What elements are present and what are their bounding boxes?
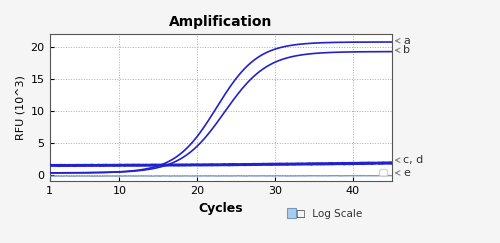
Title: Amplification: Amplification: [169, 15, 272, 29]
Legend: : [379, 169, 386, 176]
Text: □  Log Scale: □ Log Scale: [296, 208, 362, 218]
Text: e: e: [396, 168, 410, 178]
FancyBboxPatch shape: [287, 208, 296, 218]
Text: a: a: [396, 36, 410, 46]
Text: b: b: [396, 45, 410, 55]
X-axis label: Cycles: Cycles: [198, 202, 243, 215]
Text: c, d: c, d: [396, 155, 423, 165]
Y-axis label: RFU (10^3): RFU (10^3): [15, 75, 25, 140]
